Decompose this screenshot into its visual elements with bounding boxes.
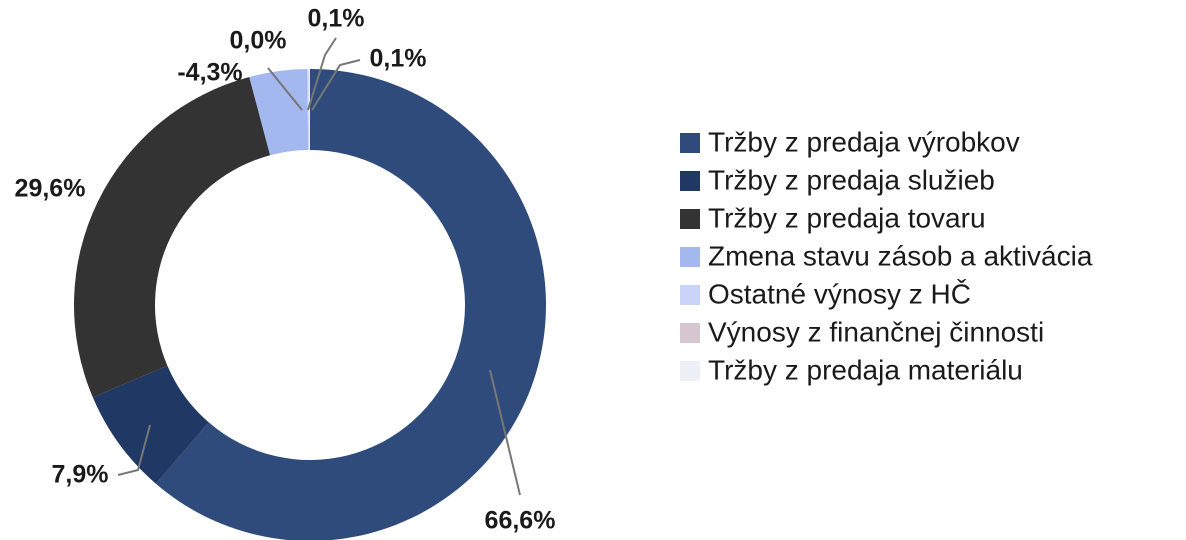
legend-label: Zmena stavu zásob a aktivácia [708,240,1093,271]
leader-line [307,37,337,111]
donut-slice [155,69,546,540]
data-label: 0,1% [308,5,365,33]
legend-label: Tržby z predaja služieb [708,164,995,195]
leader-line [117,424,151,476]
donut-slice [73,76,271,398]
leader-line [489,369,521,496]
legend-swatch [680,361,700,381]
legend-swatch [680,285,700,305]
legend-swatch [680,209,700,229]
legend-swatch [680,247,700,267]
legend-label: Tržby z predaja materiálu [708,354,1023,385]
donut-slice [249,69,309,156]
data-label: 29,6% [15,175,86,203]
data-label: 7,9% [52,461,109,489]
leader-line [267,67,303,111]
legend-swatch [680,133,700,153]
legend-swatch [680,323,700,343]
data-label: -4,3% [177,59,242,87]
legend-label: Tržby z predaja tovaru [708,202,986,233]
donut-slice [92,365,209,484]
data-label: 66,6% [485,507,556,535]
legend-label: Ostatné výnosy z HČ [708,278,971,309]
leader-line [311,59,361,111]
donut-slice [308,69,310,151]
legend-label: Výnosy z finančnej činnosti [708,316,1044,347]
data-label: 0,1% [370,45,427,73]
legend-swatch [680,171,700,191]
data-label: 0,0% [230,27,287,55]
legend-label: Tržby z predaja výrobkov [708,126,1020,157]
